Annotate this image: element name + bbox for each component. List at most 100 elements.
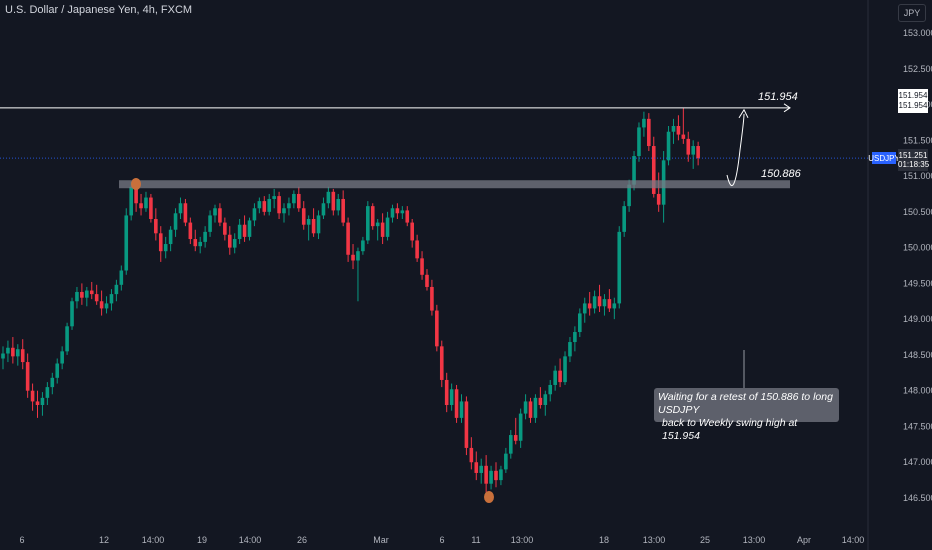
candle-body: [45, 387, 50, 398]
candle-body: [390, 208, 395, 218]
price-tick-label: 153.000: [903, 28, 932, 38]
candle-body: [35, 401, 40, 405]
candle-body: [454, 389, 459, 418]
candle-body: [637, 127, 641, 157]
swing-high-marker: [131, 178, 141, 190]
target-price-tag-top: 151.954: [898, 91, 928, 100]
candle-body: [1, 353, 5, 359]
candle-body: [607, 299, 612, 309]
target-line-arrowhead: [783, 103, 791, 113]
candle-body: [518, 413, 523, 441]
time-axis: 6 12 14:00 19 14:00 26 Mar 6 11 13:00 18 13:00 25 13:…: [19, 535, 864, 545]
candle-body: [346, 222, 350, 255]
candle-body: [597, 296, 602, 307]
candle-body: [647, 118, 651, 147]
time-tick-label: 13:00: [511, 535, 534, 545]
candle-body: [375, 222, 380, 227]
candle-body: [573, 332, 577, 343]
candle-body: [50, 377, 55, 388]
retest-level-label: 150.886: [761, 168, 801, 180]
candle-body: [420, 258, 424, 275]
candle-body: [218, 208, 222, 223]
target-price-tag-bottom: 151.954: [898, 101, 928, 110]
candle-body: [277, 196, 281, 214]
candle-body: [168, 229, 173, 245]
candle-body: [508, 435, 513, 454]
candle-body: [198, 241, 202, 247]
candle-body: [40, 397, 45, 405]
currency-button[interactable]: JPY: [898, 4, 926, 22]
candle-body: [25, 362, 30, 391]
candle-body: [208, 215, 212, 232]
candle-body: [548, 384, 553, 395]
candle-body: [356, 251, 360, 261]
candle-body: [193, 239, 198, 247]
candles-group: [1, 108, 700, 493]
candle-body: [642, 118, 646, 128]
candle-body: [627, 184, 631, 207]
candle-body: [578, 313, 582, 333]
retest-zone: [119, 180, 790, 189]
time-tick-label: 19: [197, 535, 207, 545]
candle-body: [306, 219, 311, 225]
candle-body: [686, 138, 691, 155]
candle-body: [292, 193, 296, 204]
candle-body: [681, 134, 686, 139]
symbol-tag: USDJPY: [868, 152, 900, 164]
candle-body: [242, 224, 247, 237]
candle-body: [203, 231, 207, 242]
price-tick-label: 150.000: [903, 243, 932, 253]
time-tick-label: 25: [700, 535, 710, 545]
candle-body: [587, 303, 592, 309]
candle-body: [380, 222, 385, 237]
candle-body: [149, 197, 153, 219]
candle-body: [523, 401, 528, 414]
time-tick-label: 13:00: [643, 535, 666, 545]
candle-body: [676, 126, 681, 135]
candle-body: [489, 470, 493, 484]
price-tick-label: 147.000: [903, 457, 932, 467]
candle-body: [504, 453, 508, 470]
candle-body: [494, 470, 498, 481]
candle-body: [104, 303, 109, 309]
candle-body: [439, 346, 444, 380]
candle-body: [60, 351, 64, 364]
candle-body: [257, 201, 262, 209]
candle-body: [474, 462, 479, 473]
analysis-note[interactable]: Waiting for a retest of 150.886 to long …: [654, 388, 839, 442]
candle-body: [410, 222, 414, 241]
candle-body: [321, 203, 326, 216]
candle-body: [351, 254, 355, 261]
candle-body: [341, 198, 345, 223]
candle-body: [617, 231, 622, 304]
candle-body: [622, 206, 626, 232]
candle-body: [129, 186, 133, 216]
time-tick-label: Mar: [373, 535, 389, 545]
candle-body: [612, 303, 617, 309]
candle-body: [691, 146, 695, 155]
time-tick-label: 14:00: [842, 535, 865, 545]
candle-body: [336, 198, 341, 211]
bar-countdown: 01:18:35: [898, 160, 930, 169]
time-tick-label: 6: [19, 535, 24, 545]
note-line-2: back to Weekly swing high at 151.954: [662, 417, 798, 442]
candle-body: [361, 240, 365, 252]
candle-body: [632, 156, 636, 185]
candle-body: [656, 193, 661, 205]
candle-body: [459, 401, 464, 418]
candle-body: [499, 469, 503, 481]
candle-body: [311, 219, 316, 234]
candle-body: [139, 203, 143, 209]
time-tick-label: 26: [297, 535, 307, 545]
time-tick-label: 11: [471, 535, 480, 545]
candle-body: [568, 342, 572, 357]
candle-body: [85, 290, 89, 298]
candle-body: [134, 186, 138, 204]
last-price-tag: 151.251 01:18:35: [898, 149, 930, 171]
price-tick-label: 149.000: [903, 314, 932, 324]
candle-body: [528, 401, 533, 418]
candle-body: [513, 435, 518, 441]
candle-body: [301, 208, 306, 225]
note-line-1: Waiting for a retest of 150.886 to long …: [658, 391, 833, 416]
